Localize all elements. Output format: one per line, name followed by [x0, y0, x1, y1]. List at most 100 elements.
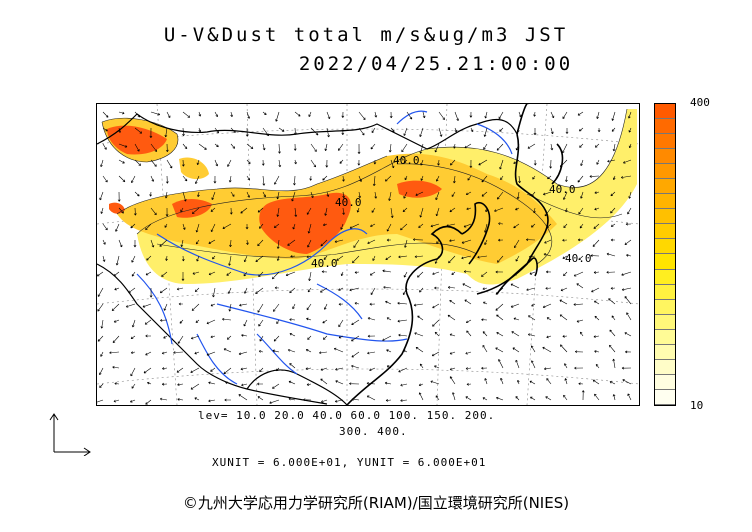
wind-arrow [351, 397, 360, 401]
wind-arrow [275, 367, 280, 372]
wind-arrow [463, 270, 472, 274]
wind-arrow [430, 223, 440, 228]
wind-arrow [164, 127, 168, 138]
wind-arrow [257, 207, 264, 213]
wind-arrow [546, 223, 552, 228]
wind-arrow [386, 317, 392, 321]
wind-arrow [594, 300, 600, 305]
chart-title-line1: U-V&Dust total m/s&ug/m3 JST [163, 24, 569, 46]
wind-arrow [239, 303, 248, 307]
wind-arrow [133, 239, 137, 248]
wind-arrow [594, 191, 600, 194]
wind-arrow [288, 380, 296, 385]
wind-arrow [214, 143, 219, 148]
wind-arrow [612, 394, 616, 401]
contour-levels-line1: lev= 10.0 20.0 40.0 60.0 100. 150. 200. [198, 409, 496, 422]
wind-arrow [481, 318, 488, 322]
wind-arrow [354, 302, 360, 305]
wind-arrow [273, 223, 280, 229]
wind-arrow [406, 111, 413, 120]
wind-arrow [246, 239, 249, 245]
wind-arrow [435, 207, 440, 217]
wind-arrow [526, 238, 536, 242]
wind-arrow [210, 223, 216, 233]
wind-arrow [470, 127, 474, 132]
wind-arrow [102, 255, 106, 262]
wind-arrow [437, 159, 440, 166]
contour-label: 40.0 [549, 183, 576, 196]
wind-arrow [419, 207, 424, 218]
wind-arrow [273, 335, 280, 342]
wind-arrow [581, 390, 585, 401]
wind-arrow [150, 143, 158, 152]
wind-arrow [206, 319, 216, 325]
wind-arrow [400, 223, 408, 231]
wind-arrow [483, 223, 488, 233]
wind-arrow [595, 364, 600, 369]
wind-arrow [403, 271, 408, 278]
wind-arrow [181, 159, 185, 167]
wind-arrow [608, 298, 616, 305]
wind-arrow [194, 397, 200, 401]
wind-arrow [130, 335, 136, 340]
wind-arrow [131, 319, 136, 328]
wind-arrow [397, 319, 408, 323]
wind-arrow [562, 143, 568, 154]
wind-arrow [483, 127, 488, 137]
wind-arrow [206, 351, 216, 356]
wind-arrow [326, 127, 330, 138]
wind-arrow [182, 223, 186, 230]
wind-arrow [131, 175, 136, 184]
wind-arrow [498, 222, 504, 226]
wind-arrow [451, 271, 456, 276]
wind-arrow [208, 399, 216, 403]
wind-arrow [166, 111, 171, 119]
wind-arrow [580, 191, 584, 199]
wind-arrow [210, 207, 216, 212]
wind-arrow [118, 207, 124, 214]
wind-arrow [166, 159, 173, 169]
wind-arrow [577, 111, 584, 116]
wind-arrow [564, 363, 568, 369]
wind-vectors [97, 111, 632, 405]
wind-arrow [465, 191, 472, 196]
wind-arrow [177, 398, 184, 401]
wind-arrow [349, 223, 360, 229]
wind-arrow [308, 271, 312, 282]
wind-arrow [496, 314, 504, 321]
wind-arrow [533, 111, 536, 117]
wind-arrow [611, 111, 616, 121]
wind-arrow [293, 175, 296, 186]
wind-arrow [195, 223, 200, 233]
wind-arrow [262, 191, 266, 198]
wind-arrow [118, 143, 128, 148]
legend-swatch [655, 344, 675, 360]
wind-arrow [594, 207, 600, 211]
wind-arrow [165, 207, 169, 217]
wind-arrow [404, 239, 408, 248]
wind-arrow [243, 319, 248, 327]
wind-arrow [213, 175, 217, 184]
contour-label: 40.0 [335, 196, 362, 209]
wind-arrow [621, 366, 632, 370]
wind-arrow [306, 207, 312, 215]
wind-arrow [481, 191, 488, 197]
wind-arrow [195, 319, 200, 323]
wind-arrow [543, 253, 552, 257]
wind-arrow [628, 191, 632, 199]
wind-arrow [259, 367, 264, 373]
wind-arrow [272, 303, 280, 312]
wind-arrow [432, 303, 440, 309]
wind-arrow [342, 207, 345, 215]
wind-arrow [246, 175, 250, 181]
wind-arrow [276, 191, 280, 200]
wind-arrow [449, 351, 456, 355]
wind-arrow [293, 143, 297, 151]
wind-arrow [559, 314, 568, 321]
wind-arrow [369, 367, 376, 372]
wind-arrow [515, 396, 520, 401]
map-canvas: 40.0 40.0 40.0 40.0 40.0 [97, 104, 639, 405]
wind-arrow [510, 283, 520, 289]
wind-arrow [176, 367, 184, 373]
wind-arrow [229, 207, 233, 215]
